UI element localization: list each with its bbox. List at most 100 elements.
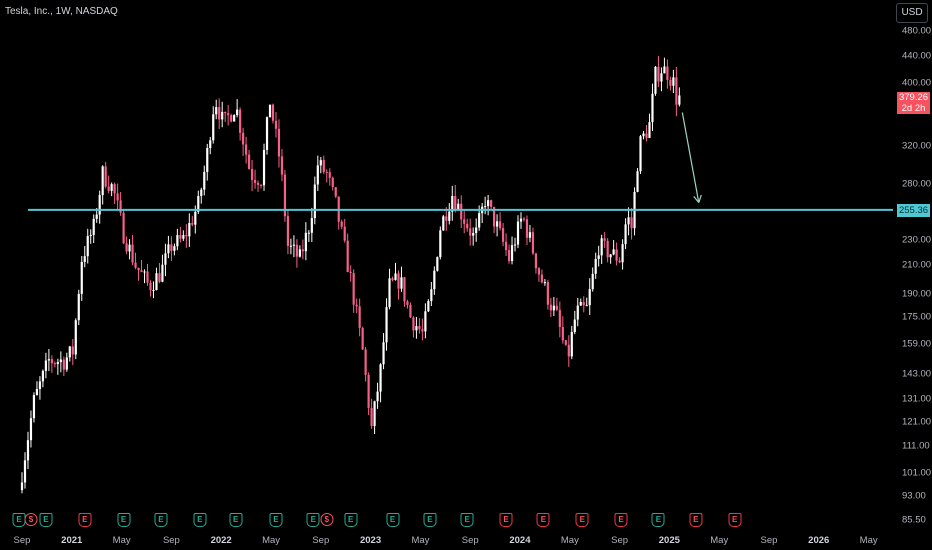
time-tick: Sep bbox=[611, 535, 629, 546]
candle-body bbox=[415, 325, 418, 331]
dividend-icon[interactable]: $ bbox=[320, 513, 334, 526]
candle-body bbox=[558, 309, 561, 328]
candle-body bbox=[445, 216, 448, 221]
candle-body bbox=[53, 363, 56, 365]
earnings-icon[interactable]: E bbox=[728, 513, 742, 527]
earnings-icon[interactable]: E bbox=[39, 513, 53, 527]
candle-body bbox=[325, 171, 328, 173]
earnings-icon[interactable]: E bbox=[386, 513, 399, 527]
candle-body bbox=[627, 217, 630, 225]
price-tick: 121.00 bbox=[902, 416, 932, 428]
candle-body bbox=[224, 111, 227, 114]
candle-body bbox=[537, 268, 541, 275]
candle-body bbox=[663, 66, 666, 74]
candle-body bbox=[606, 240, 609, 258]
candle-body bbox=[522, 218, 526, 220]
candle-body bbox=[588, 289, 591, 306]
candle-body bbox=[158, 273, 161, 282]
candle-body bbox=[328, 172, 331, 178]
earnings-icon[interactable]: E bbox=[689, 513, 703, 527]
candle-body bbox=[140, 270, 143, 272]
candle-body bbox=[418, 325, 421, 330]
candle-body bbox=[259, 184, 263, 186]
candle-body bbox=[155, 273, 158, 291]
price-tick: 85.50 bbox=[902, 514, 926, 526]
candle-body bbox=[274, 120, 278, 129]
candle-body bbox=[355, 304, 358, 307]
candle-body bbox=[188, 223, 191, 237]
earnings-icon[interactable]: E bbox=[575, 513, 589, 527]
candle-body bbox=[289, 245, 293, 247]
candle-body bbox=[394, 273, 397, 280]
earnings-icon[interactable]: E bbox=[536, 513, 550, 527]
price-tick: 93.00 bbox=[902, 490, 926, 502]
price-tick: 440.00 bbox=[902, 50, 932, 62]
candle-body bbox=[561, 327, 564, 341]
candle-body bbox=[98, 195, 101, 215]
candle-body bbox=[122, 212, 125, 244]
time-tick: Sep bbox=[162, 535, 180, 546]
candle-body bbox=[510, 245, 514, 261]
candle-body bbox=[370, 407, 373, 427]
candle-body bbox=[77, 293, 80, 321]
dividend-icon[interactable]: $ bbox=[24, 513, 38, 526]
candle-body bbox=[286, 216, 290, 246]
earnings-icon[interactable]: E bbox=[193, 513, 207, 527]
candle-body bbox=[624, 224, 627, 245]
candle-body bbox=[570, 332, 573, 357]
candle-body bbox=[262, 149, 266, 186]
candle-body bbox=[507, 250, 511, 261]
earnings-icon[interactable]: E bbox=[306, 513, 320, 527]
candle-body bbox=[421, 329, 424, 332]
earnings-icon[interactable]: E bbox=[344, 513, 358, 527]
candle-body bbox=[475, 227, 478, 234]
bar-countdown: 2d 2h bbox=[901, 103, 926, 114]
candle-body bbox=[56, 362, 59, 365]
price-tick: 143.00 bbox=[902, 368, 932, 380]
candle-body bbox=[636, 171, 639, 192]
candle-body bbox=[295, 244, 298, 257]
currency-button[interactable]: USD bbox=[896, 3, 928, 23]
earnings-icon[interactable]: E bbox=[117, 513, 131, 527]
earnings-icon[interactable]: E bbox=[269, 513, 283, 527]
projection-arrow[interactable] bbox=[681, 112, 702, 203]
candle-body bbox=[669, 79, 672, 86]
earnings-icon[interactable]: E bbox=[651, 513, 665, 527]
arrow-head bbox=[693, 196, 700, 203]
candle-body bbox=[373, 401, 376, 427]
earnings-icon[interactable]: E bbox=[614, 513, 628, 527]
candle-body bbox=[245, 144, 248, 155]
earnings-icon[interactable]: E bbox=[460, 513, 474, 527]
level-price-label: 255.36 bbox=[897, 204, 930, 217]
candle-body bbox=[101, 166, 104, 196]
candle-body bbox=[343, 226, 346, 241]
candle-body bbox=[648, 122, 651, 138]
candle-body bbox=[600, 238, 603, 256]
candle-body bbox=[173, 246, 176, 251]
candle-body bbox=[546, 282, 549, 305]
candle-body bbox=[412, 317, 415, 331]
candle-body bbox=[203, 171, 206, 190]
earnings-icon[interactable]: E bbox=[229, 513, 243, 527]
candle-body bbox=[95, 214, 98, 219]
candle-body bbox=[478, 213, 481, 228]
candle-body bbox=[525, 219, 529, 238]
candle-body bbox=[59, 359, 62, 363]
candle-body bbox=[645, 133, 648, 138]
candle-body bbox=[549, 304, 552, 311]
candle-body bbox=[38, 381, 42, 390]
candle-body bbox=[424, 311, 427, 332]
earnings-icon[interactable]: E bbox=[154, 513, 168, 527]
time-tick: Sep bbox=[461, 535, 479, 546]
candle-body bbox=[501, 228, 505, 242]
candle-body bbox=[322, 160, 325, 172]
earnings-icon[interactable]: E bbox=[499, 513, 513, 527]
candle-body bbox=[576, 305, 579, 320]
earnings-icon[interactable]: E bbox=[423, 513, 437, 527]
candle-body bbox=[430, 289, 433, 302]
earnings-icon[interactable]: E bbox=[78, 513, 92, 527]
time-tick: 2022 bbox=[210, 535, 232, 546]
time-tick: May bbox=[859, 535, 878, 546]
candle-body bbox=[83, 256, 86, 262]
